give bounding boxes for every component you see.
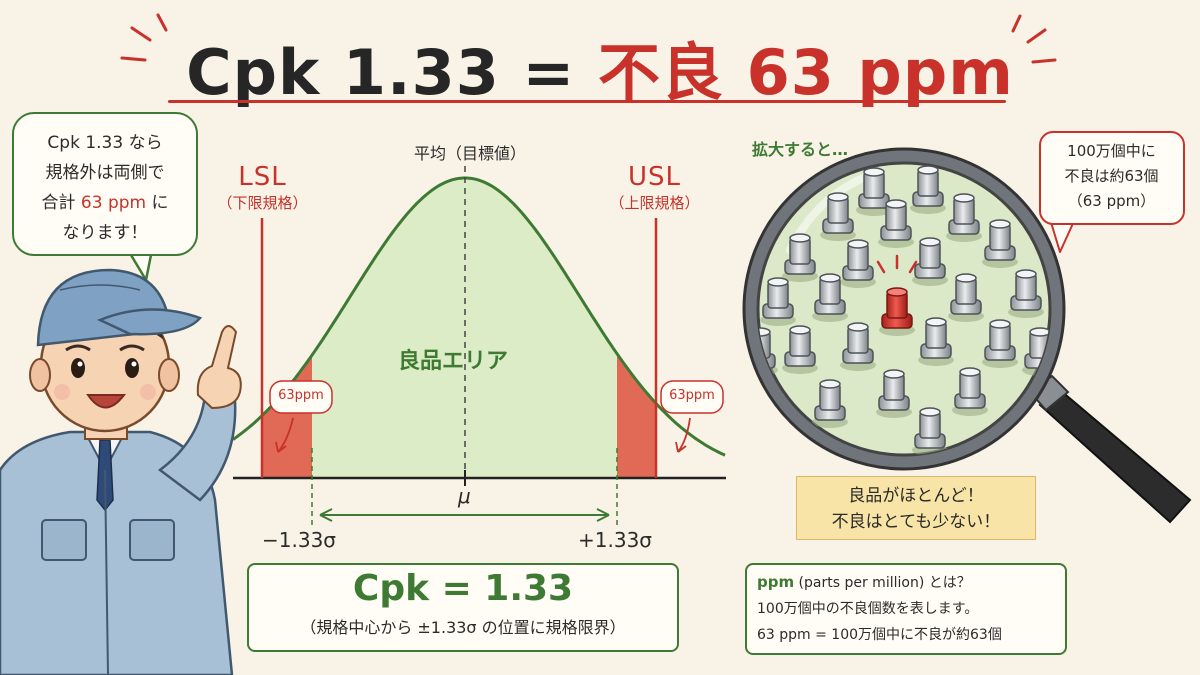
cylinder-part-icon xyxy=(782,233,818,282)
cylinder-part-icon xyxy=(982,219,1018,268)
lsl-ppm-text: 63ppm xyxy=(278,388,324,403)
cylinder-part-icon xyxy=(782,325,818,374)
sigma-arrow-head-right xyxy=(596,508,610,522)
speech-line-3-prefix: 合計 xyxy=(41,193,76,213)
usl-defect-tail xyxy=(617,353,656,478)
note-line-2: 不良はとても少ない！ xyxy=(831,512,1001,532)
page-title: Cpk 1.33 = 不良 63 ppm xyxy=(0,22,1200,112)
engineer-worker-illustration xyxy=(0,268,242,675)
zoom-label: 拡大すると… xyxy=(752,140,849,159)
ppm-line-2: 100万個中の不良個数を表します。 xyxy=(757,601,979,617)
parts-cluster xyxy=(758,165,1050,455)
defect-spark-lines xyxy=(876,254,918,274)
cylinder-part-icon xyxy=(812,273,848,322)
speech-line-3-highlight: 63 ppm xyxy=(80,193,147,213)
minus-sigma-label: −1.33σ xyxy=(262,528,336,552)
distribution-chart xyxy=(232,166,726,527)
speech-line-3: 合計 63 ppm に xyxy=(12,188,198,218)
speech-bubble-text: Cpk 1.33 なら 規格外は両側で 合計 63 ppm に なります！ xyxy=(12,128,198,248)
cylinder-part-icon xyxy=(812,379,848,428)
note-line-1: 良品がほとんど！ xyxy=(848,486,984,506)
lsl-defect-tail xyxy=(262,355,312,478)
lsl-ppm-tag xyxy=(269,380,333,414)
lsl-ppm-pointer-head xyxy=(275,441,287,453)
callout-tail xyxy=(1049,218,1076,253)
usl-ppm-text: 63ppm xyxy=(669,388,715,403)
sticky-note-text: 良品がほとんど！ 不良はとても少ない！ xyxy=(796,483,1036,535)
cylinder-part-icon xyxy=(820,192,856,241)
cylinder-part-icon xyxy=(912,407,948,455)
cpk-note: （規格中心から ±1.33σ の位置に規格限界） xyxy=(300,618,626,637)
good-area-label: 良品エリア xyxy=(398,349,509,374)
cylinder-part-icon xyxy=(946,193,982,242)
usl-sublabel: （上限規格） xyxy=(609,194,700,212)
cylinder-part-icon xyxy=(910,165,946,214)
lsl-label: LSL xyxy=(238,162,287,192)
cylinder-part-icon xyxy=(918,317,954,366)
lsl-sublabel: （下限規格） xyxy=(217,194,308,212)
usl-ppm-tag xyxy=(660,380,724,414)
ppm-term: ppm xyxy=(757,573,795,591)
ppm-definition-text: ppm (parts per million) とは？ 100万個中の不良個数を… xyxy=(757,569,1057,648)
usl-ppm-pointer-head xyxy=(675,441,687,453)
cpk-value: Cpk = 1.33 xyxy=(352,568,574,609)
mu-label: μ xyxy=(458,484,471,508)
ppm-definition-box xyxy=(745,563,1067,655)
callout-line-3: （63 ppm） xyxy=(1067,192,1156,210)
title-sparks xyxy=(120,13,1057,64)
mean-label: 平均（目標値） xyxy=(413,144,526,163)
good-area-fill xyxy=(262,178,656,478)
cpk-summary-box xyxy=(247,563,679,652)
cylinder-part-icon xyxy=(840,239,876,288)
plus-sigma-label: +1.33σ xyxy=(578,528,652,552)
speech-line-4: なります！ xyxy=(62,223,148,243)
callout-line-2: 不良は約63個 xyxy=(1064,167,1159,185)
sticky-note xyxy=(796,476,1036,540)
ppm-line-3: 63 ppm = 100万個中に不良が約63個 xyxy=(757,627,1002,643)
speech-line-1: Cpk 1.33 なら xyxy=(47,133,163,153)
cylinder-part-icon xyxy=(760,277,796,326)
title-left: Cpk 1.33 = xyxy=(186,36,576,109)
cylinder-part-icon xyxy=(840,322,876,371)
lsl-label-group: LSL （下限規格） xyxy=(215,162,310,213)
callout-line-1: 100万個中に xyxy=(1067,142,1156,160)
cylinder-part-icon xyxy=(982,319,1018,368)
usl-label-group: USL （上限規格） xyxy=(607,162,702,213)
cylinder-part-icon xyxy=(1008,269,1044,318)
cylinder-part-icon xyxy=(912,237,948,286)
ppm-term-rest: (parts per million) とは？ xyxy=(794,575,971,591)
magnifying-glass-icon xyxy=(742,147,1192,524)
normal-curve xyxy=(232,176,726,457)
speech-line-3-suffix: に xyxy=(151,193,169,213)
speech-bubble xyxy=(12,112,198,256)
defective-part-icon xyxy=(879,287,915,336)
title-right: 不良 63 ppm xyxy=(597,36,1014,109)
cylinder-part-icon xyxy=(948,273,984,322)
sigma-arrow-head-left xyxy=(319,508,333,522)
defect-callout-box xyxy=(1039,131,1185,225)
cylinder-part-icon xyxy=(876,369,912,418)
usl-label: USL xyxy=(627,162,682,192)
ppm-line-1: ppm (parts per million) とは？ xyxy=(757,569,1057,596)
cylinder-part-icon xyxy=(856,167,892,216)
cylinder-part-icon xyxy=(878,199,914,248)
speech-line-2: 規格外は両側で xyxy=(45,163,165,183)
defect-callout-text: 100万個中に 不良は約63個 （63 ppm） xyxy=(1039,139,1184,214)
title-underline xyxy=(168,100,1006,103)
cylinder-part-icon xyxy=(952,367,988,416)
